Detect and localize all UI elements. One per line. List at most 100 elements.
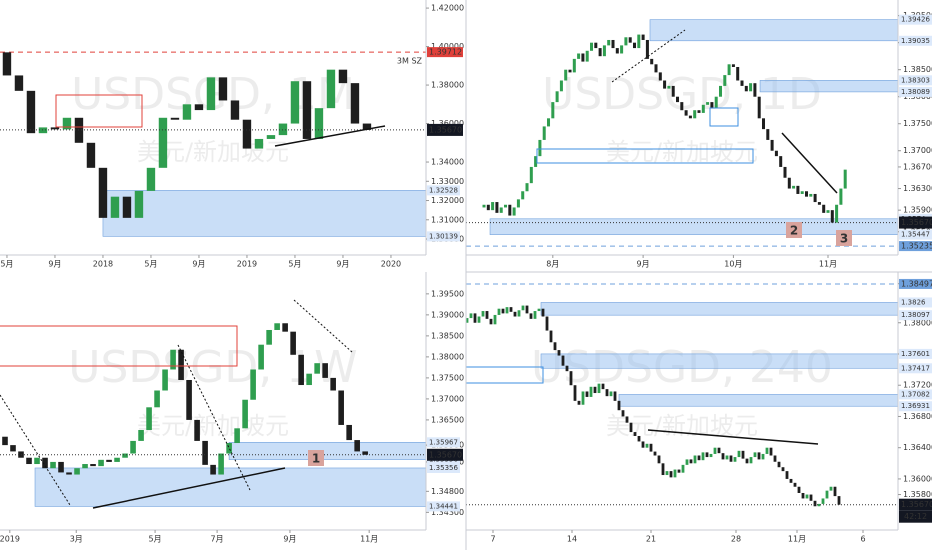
zone-label: 1.37417	[901, 364, 930, 372]
x-tick-label: 14	[567, 535, 577, 544]
zone-label: 1.34441	[429, 502, 458, 510]
candle	[714, 96, 718, 108]
candle	[553, 342, 557, 351]
candle	[242, 399, 248, 429]
candle	[486, 204, 490, 211]
zone-label: 1.37601	[901, 350, 930, 358]
level-label: 1.38497	[901, 279, 932, 288]
candle	[282, 323, 288, 332]
candle	[350, 83, 360, 124]
candle	[354, 440, 360, 452]
marker-box	[786, 222, 802, 238]
candle	[194, 104, 204, 111]
candle	[641, 34, 645, 40]
candle	[783, 166, 787, 178]
candle	[620, 45, 624, 54]
x-tick-label: 9月	[283, 535, 296, 544]
candle	[609, 391, 613, 397]
candle	[568, 69, 572, 73]
candle	[82, 464, 88, 469]
candle	[673, 469, 677, 478]
candle	[693, 455, 697, 464]
y-tick-label: 1.39000	[431, 310, 464, 319]
x-tick-label: 9月	[637, 260, 650, 269]
candle	[529, 313, 533, 319]
candle	[681, 464, 685, 473]
candle	[114, 457, 120, 462]
candle	[170, 349, 176, 370]
candle	[298, 354, 304, 386]
level-note: 3M SZ	[397, 57, 423, 66]
candle	[637, 435, 641, 442]
candle	[822, 204, 826, 213]
y-tick-label: 1.38000	[903, 318, 932, 327]
candle	[482, 204, 486, 208]
x-tick-label: 7	[490, 535, 495, 544]
candle	[346, 424, 352, 441]
y-tick-label: 1.40000	[431, 42, 464, 51]
candle	[466, 318, 469, 323]
candle	[529, 166, 533, 184]
candle	[513, 311, 517, 317]
candle	[713, 447, 717, 454]
candle	[805, 494, 809, 499]
candle	[306, 373, 312, 386]
candle	[585, 50, 589, 62]
candle	[362, 123, 372, 130]
trend-line	[92, 467, 286, 509]
zone-label: 1.36931	[901, 402, 930, 410]
zone-label: 1.38097	[901, 311, 930, 319]
candle	[58, 461, 64, 473]
y-tick-label: 1.34000	[431, 158, 464, 167]
last-price-label: 1.35670	[429, 450, 462, 459]
candle	[697, 455, 701, 461]
candle	[693, 110, 697, 119]
candle	[653, 451, 657, 456]
trend-line	[781, 132, 838, 194]
candle	[741, 450, 745, 459]
candle	[134, 190, 144, 218]
zone-label: 1.39426	[901, 16, 930, 24]
candle	[733, 457, 737, 462]
markers: 2 3 1	[308, 222, 852, 466]
candle	[505, 307, 509, 314]
candle	[545, 316, 549, 331]
candle	[745, 458, 749, 464]
y-tick-label: 1.39500	[431, 289, 464, 298]
candle	[801, 492, 805, 499]
candle	[266, 329, 272, 345]
zone-label: 1.38303	[901, 76, 930, 84]
candle	[26, 90, 36, 134]
candle	[611, 39, 615, 49]
zone-label-bg	[427, 185, 460, 196]
candle	[234, 428, 240, 444]
watermark-sub: 美元/新加坡元	[606, 412, 758, 440]
zone-label-bg	[899, 348, 932, 359]
candle	[90, 464, 96, 467]
candle	[258, 344, 264, 370]
candle	[705, 452, 709, 458]
candle	[162, 369, 168, 391]
candle	[489, 318, 493, 325]
candle	[230, 100, 240, 120]
candle	[551, 102, 555, 119]
candle	[731, 64, 735, 67]
candle	[645, 39, 649, 59]
candle	[749, 457, 753, 464]
candle	[766, 129, 770, 140]
zone-label-bg	[899, 310, 932, 321]
candle	[86, 142, 96, 168]
candle	[765, 447, 769, 454]
zone-label: 1.38089	[901, 88, 930, 96]
candle	[138, 429, 144, 441]
candle	[671, 85, 675, 97]
candle	[689, 459, 693, 464]
candle	[50, 461, 56, 469]
x-tick-label: 2018	[93, 260, 113, 269]
candle	[34, 457, 40, 465]
candle	[597, 383, 601, 394]
candle	[809, 193, 813, 197]
candle	[2, 52, 12, 76]
candle	[585, 391, 589, 397]
last-price-bg	[427, 448, 463, 461]
